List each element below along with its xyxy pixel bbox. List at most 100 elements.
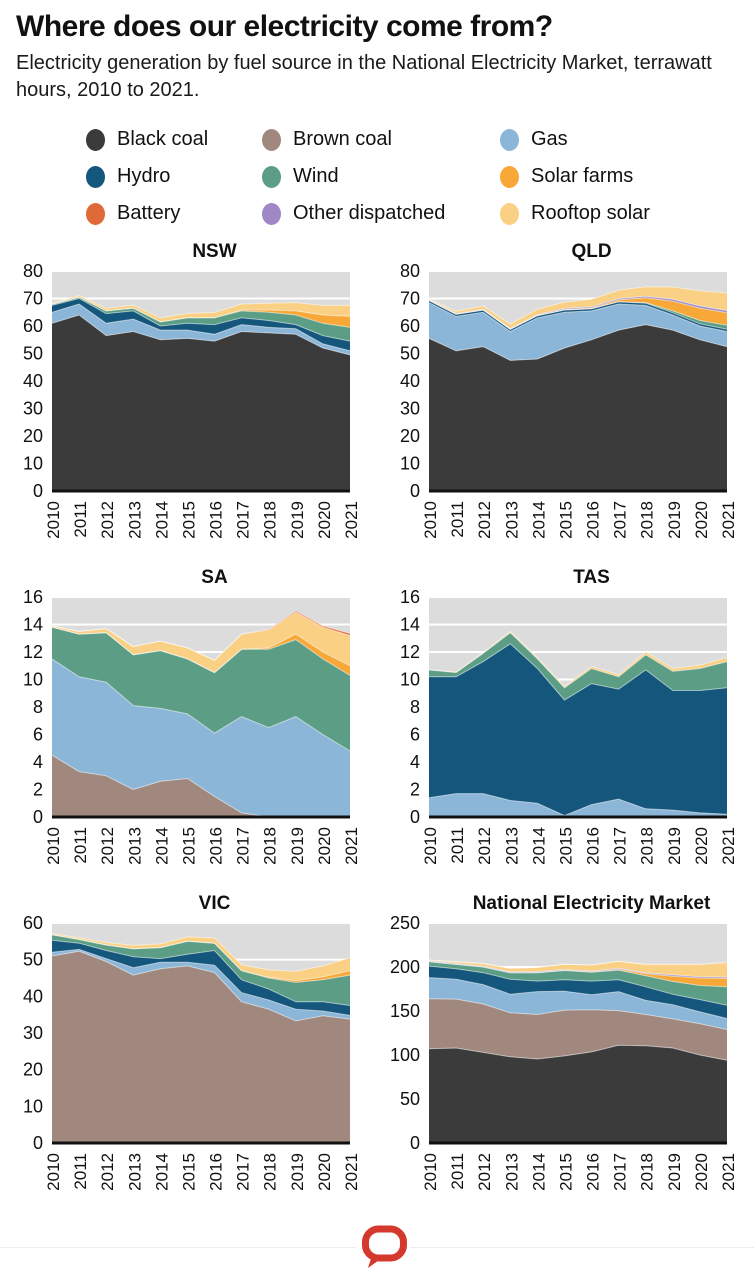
svg-text:50: 50 [23, 950, 43, 970]
legend-item-wind: Wind [262, 165, 500, 188]
svg-text:2012: 2012 [98, 501, 117, 539]
battery-swatch-icon [86, 202, 105, 225]
svg-text:70: 70 [400, 289, 420, 309]
svg-text:2011: 2011 [448, 501, 467, 538]
svg-text:50: 50 [400, 344, 420, 364]
svg-text:14: 14 [23, 615, 43, 635]
svg-text:30: 30 [400, 399, 420, 419]
svg-text:2018: 2018 [261, 501, 280, 539]
svg-text:2014: 2014 [152, 501, 171, 539]
svg-text:2020: 2020 [315, 1153, 334, 1191]
svg-text:2019: 2019 [288, 827, 307, 865]
page-subtitle: Electricity generation by fuel source in… [16, 52, 712, 101]
chart-vic: VIC 0 10 20 30 40 50 60 2010 2011 2012 2013 2014 201… [0, 885, 377, 1211]
svg-text:2010: 2010 [44, 1153, 63, 1191]
stacked-area-plot-sa: 0 2 4 6 8 10 12 14 16 2010 2011 2012 2013 2014 2015 201… [23, 589, 361, 865]
svg-text:2012: 2012 [98, 827, 117, 865]
svg-text:2014: 2014 [152, 827, 171, 865]
svg-text:200: 200 [390, 957, 420, 977]
header: Where does our electricity come from? El… [0, 0, 754, 104]
legend: Black coal Brown coal Gas Hydro Wind Sol… [86, 128, 754, 225]
svg-text:30: 30 [23, 399, 43, 419]
legend-item-black-coal: Black coal [86, 128, 262, 151]
legend-item-hydro: Hydro [86, 165, 262, 188]
svg-text:0: 0 [33, 807, 43, 827]
stacked-area-plot-tas: 0 2 4 6 8 10 12 14 16 2010 2011 2012 2013 2014 2015 201… [400, 589, 738, 865]
svg-text:30: 30 [23, 1023, 43, 1043]
svg-text:12: 12 [400, 642, 420, 662]
svg-text:2015: 2015 [180, 501, 199, 539]
svg-text:2019: 2019 [665, 827, 684, 865]
svg-text:2021: 2021 [719, 827, 738, 865]
svg-text:2018: 2018 [638, 1153, 657, 1191]
svg-text:2010: 2010 [421, 501, 440, 539]
svg-text:2017: 2017 [234, 501, 253, 539]
svg-text:100: 100 [390, 1045, 420, 1065]
svg-text:50: 50 [23, 344, 43, 364]
legend-item-rooftop-solar: Rooftop solar [500, 202, 754, 225]
svg-text:2015: 2015 [180, 827, 199, 865]
chart-nem: National Electricity Market 0 50 100 150 200… [377, 885, 754, 1211]
svg-text:2021: 2021 [342, 1153, 361, 1191]
legend-item-brown-coal: Brown coal [262, 128, 500, 151]
svg-text:2011: 2011 [448, 827, 467, 864]
svg-text:2011: 2011 [71, 501, 90, 538]
svg-text:2018: 2018 [261, 1153, 280, 1191]
svg-text:2011: 2011 [71, 827, 90, 864]
svg-text:2017: 2017 [611, 501, 630, 539]
legend-label: Black coal [117, 128, 209, 150]
svg-text:12: 12 [23, 642, 43, 662]
legend-item-battery: Battery [86, 202, 262, 225]
svg-text:20: 20 [23, 1060, 43, 1080]
chart-title-qld: QLD [571, 241, 612, 262]
svg-text:2020: 2020 [315, 501, 334, 539]
legend-label: Hydro [117, 165, 171, 187]
chart-title-vic: VIC [198, 893, 231, 914]
legend-label: Other dispatched [293, 202, 446, 224]
svg-text:2016: 2016 [584, 1153, 603, 1191]
svg-text:14: 14 [400, 615, 420, 635]
svg-text:2016: 2016 [584, 501, 603, 539]
svg-text:20: 20 [23, 426, 43, 446]
chart-qld: QLD 0 10 20 30 40 50 60 70 80 2010 2011 2012 2013 201… [377, 233, 754, 559]
svg-text:2015: 2015 [557, 827, 576, 865]
stacked-area-plot-nsw: 0 10 20 30 40 50 60 70 80 2010 2011 2012 2013 2014 201… [23, 263, 361, 539]
brown-coal-swatch-icon [262, 128, 281, 151]
svg-text:8: 8 [33, 697, 43, 717]
svg-text:60: 60 [23, 316, 43, 336]
svg-text:2012: 2012 [98, 1153, 117, 1191]
svg-text:20: 20 [400, 426, 420, 446]
chart-title-tas: TAS [573, 567, 610, 588]
svg-text:2020: 2020 [315, 827, 334, 865]
svg-text:2013: 2013 [502, 1153, 521, 1191]
svg-text:2: 2 [33, 780, 43, 800]
svg-text:0: 0 [410, 807, 420, 827]
svg-text:2010: 2010 [421, 827, 440, 865]
svg-text:2016: 2016 [584, 827, 603, 865]
svg-text:2018: 2018 [261, 827, 280, 865]
svg-text:80: 80 [400, 263, 420, 281]
chart-title-sa: SA [201, 567, 228, 588]
chart-tas: TAS 0 2 4 6 8 10 12 14 16 2010 2011 2012 2013 2014 201… [377, 559, 754, 885]
svg-text:2015: 2015 [557, 1153, 576, 1191]
solar-farms-swatch-icon [500, 165, 519, 188]
svg-text:2021: 2021 [342, 827, 361, 865]
speech-bubble-icon [361, 1225, 407, 1268]
chart-title-nsw: NSW [192, 241, 237, 262]
black-coal-swatch-icon [86, 128, 105, 151]
svg-text:2012: 2012 [475, 827, 494, 865]
svg-text:16: 16 [400, 589, 420, 607]
svg-text:2017: 2017 [234, 1153, 253, 1191]
svg-text:10: 10 [400, 454, 420, 474]
hydro-swatch-icon [86, 165, 105, 188]
svg-text:2010: 2010 [44, 501, 63, 539]
svg-text:150: 150 [390, 1001, 420, 1021]
svg-text:80: 80 [23, 263, 43, 281]
svg-text:4: 4 [33, 752, 43, 772]
stacked-area-plot-nem: 0 50 100 150 200 250 2010 2011 2012 2013 2014 2015 2… [390, 915, 738, 1191]
chart-nsw: NSW 0 10 20 30 40 50 60 70 80 2010 2011 2012 2013 201… [0, 233, 377, 559]
svg-text:2020: 2020 [692, 827, 711, 865]
svg-text:0: 0 [410, 481, 420, 501]
gas-swatch-icon [500, 128, 519, 151]
svg-text:2016: 2016 [207, 1153, 226, 1191]
